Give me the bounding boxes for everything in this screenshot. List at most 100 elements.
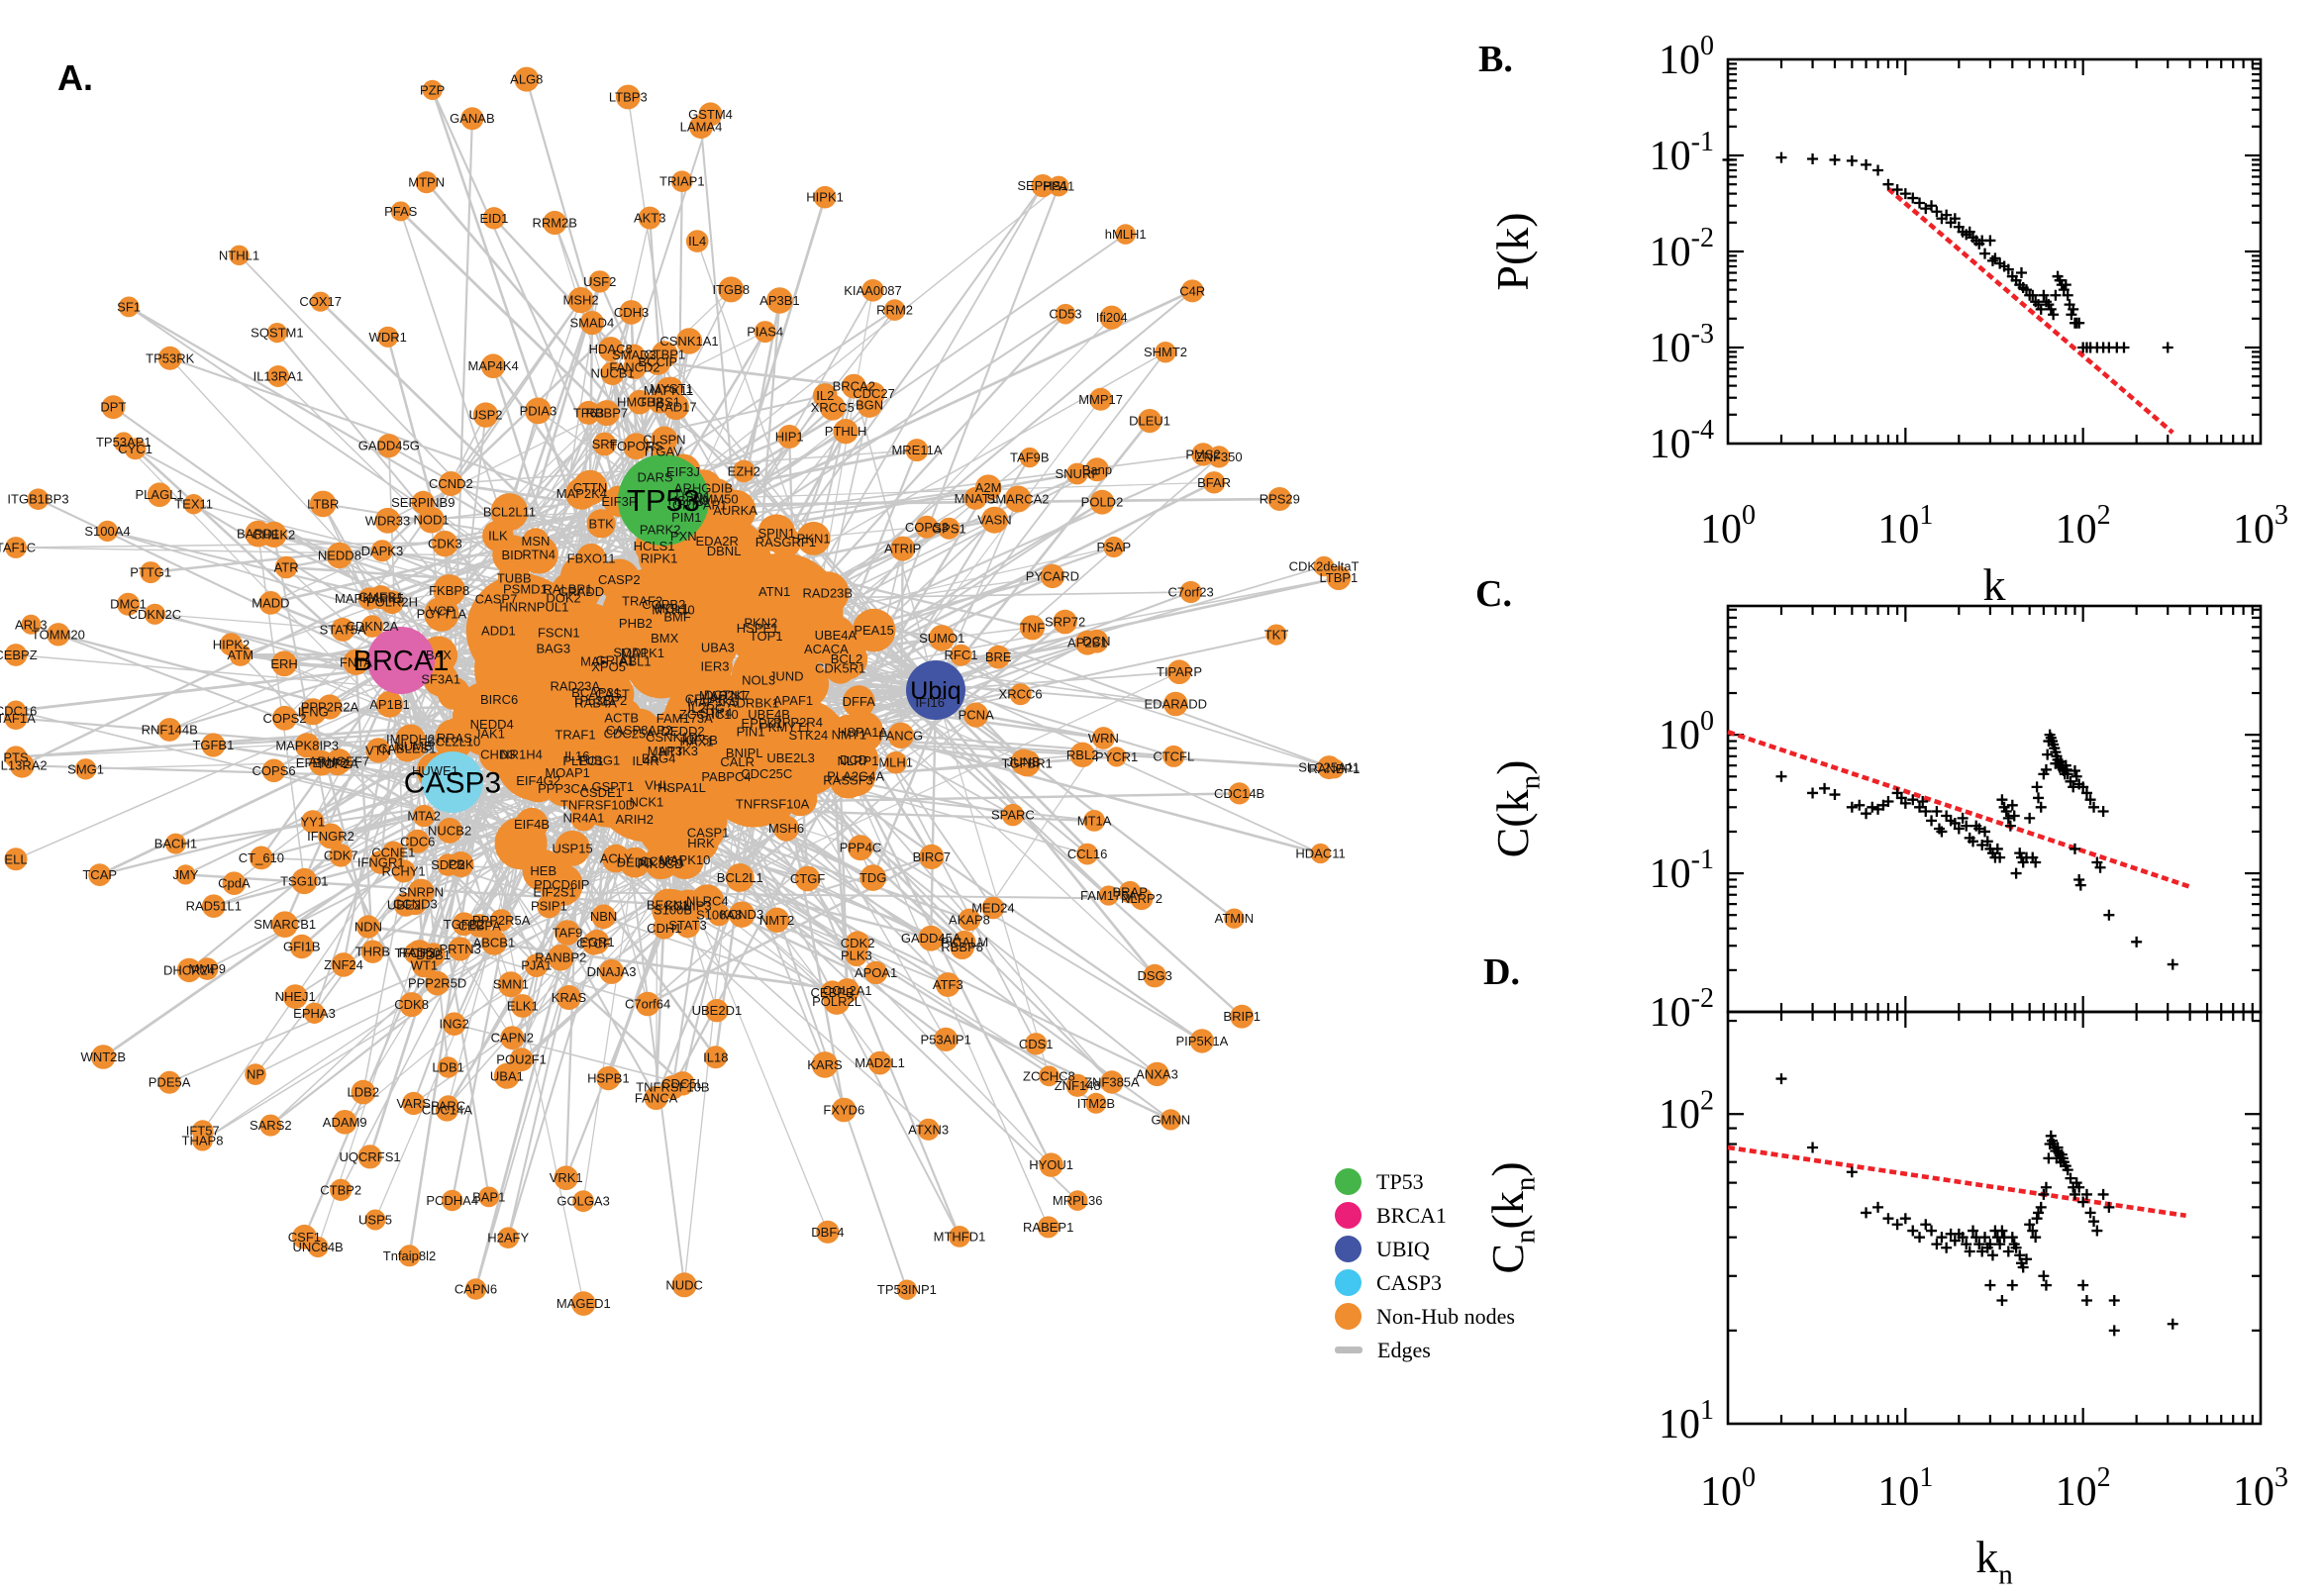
data-point-marker: [1979, 826, 1991, 838]
network-node-label: FSCN1: [538, 626, 580, 641]
data-point-marker: [1961, 820, 1972, 832]
data-point-marker: [1775, 770, 1787, 782]
network-node: [467, 914, 492, 938]
network-node-label: ZNF148: [1055, 1078, 1101, 1093]
legend-ubiq-label: UBIQ: [1376, 1236, 1430, 1261]
network-edge: [934, 420, 1152, 691]
network-node: [437, 818, 462, 844]
y-axis-tick-label: 10-2: [1650, 223, 1714, 275]
network-node: [272, 705, 297, 731]
network-node: [219, 633, 244, 656]
network-node: [460, 107, 484, 131]
network-node: [778, 658, 829, 710]
network-node: [554, 1165, 578, 1190]
data-point-marker: [2035, 303, 2047, 315]
data-point-marker: [1872, 1201, 1884, 1213]
network-node-label: CEBPA: [458, 919, 501, 934]
data-point-marker: [1861, 158, 1872, 170]
network-node: [1265, 624, 1287, 646]
network-node: [484, 617, 512, 645]
network-node-label: SEPHS1: [1017, 178, 1067, 193]
network-node-label: BAP1: [472, 1189, 505, 1204]
network-node-label: P53AIP1: [921, 1032, 971, 1047]
panel-label-a: A.: [57, 57, 93, 98]
network-node-label: SPARC: [991, 808, 1035, 823]
network-node: [402, 1091, 426, 1116]
network-node-label: PPP3CA: [538, 781, 589, 796]
network-node-label: UQCRFS1: [340, 1149, 401, 1164]
network-edge: [368, 299, 582, 600]
network-node: [828, 714, 869, 755]
y-axis-label: C(kn): [1487, 760, 1547, 858]
network-node-label: BAX: [426, 648, 452, 662]
network-node-label: THRB: [355, 945, 390, 959]
network-node-label: TIPARP: [1157, 664, 1202, 679]
network-node: [1010, 748, 1037, 775]
network-node: [591, 904, 616, 929]
network-node: [424, 596, 459, 632]
scatter-points: [1775, 1073, 2178, 1337]
network-node: [929, 625, 956, 651]
network-node: [404, 942, 427, 964]
data-point-marker: [1861, 808, 1872, 820]
data-point-marker: [2010, 1242, 2022, 1253]
network-node: [493, 1062, 520, 1089]
network-node-label: MAD2L1: [855, 1055, 905, 1070]
network-node-label: BTK: [589, 516, 615, 531]
network-node-label: Banp: [1082, 462, 1112, 477]
network-node-label: MAPK1: [621, 646, 664, 660]
network-node: [294, 733, 320, 758]
network-node: [863, 960, 888, 985]
network-node-label: STAT5A: [320, 622, 367, 637]
network-node-label: RNF144B: [142, 723, 198, 738]
network-node-label: DOK2: [546, 591, 580, 606]
network-edge: [272, 534, 332, 837]
network-node-label: CpdA: [218, 876, 251, 891]
network-node-label: PTTG1: [130, 565, 171, 580]
network-node: [5, 700, 27, 722]
network-node-label: PYCARD: [1026, 568, 1079, 583]
network-node: [592, 432, 617, 456]
network-node-label: MADD: [252, 595, 289, 610]
network-node-label: UNC84B: [292, 1240, 343, 1254]
network-node: [1004, 485, 1032, 513]
network-node-label: CALR: [720, 754, 755, 769]
hub-node-brca1: [367, 627, 435, 694]
network-node: [963, 486, 987, 510]
data-point-marker: [1976, 840, 1988, 851]
network-node-label: PPA1: [1043, 179, 1074, 194]
network-node-label: BARD1: [237, 527, 279, 542]
network-node-label: IFNG: [298, 704, 329, 719]
network-node: [813, 185, 837, 209]
network-node-label: TRAF1: [555, 727, 595, 742]
network-node: [442, 1189, 463, 1212]
data-point-marker: [1926, 815, 1938, 827]
network-node: [27, 488, 50, 510]
network-node-label: CASP2: [598, 572, 641, 587]
network-node: [619, 847, 651, 878]
network-node-label: MRPL36: [1053, 1193, 1103, 1208]
network-node-label: CDK8: [394, 997, 429, 1012]
network-node: [317, 694, 343, 720]
network-node-label: RFC1: [945, 648, 978, 662]
network-node-label: MYH10: [652, 603, 694, 618]
network-node-label: ATRIP: [884, 542, 921, 556]
network-node: [543, 210, 567, 236]
network-node-label: CYC1: [118, 442, 152, 456]
network-node-label: PZP: [420, 82, 445, 97]
network-node: [364, 1209, 386, 1231]
network-node: [1160, 1109, 1181, 1131]
data-point-marker: [1949, 213, 1961, 225]
network-node: [934, 1027, 959, 1051]
network-node-label: JAK1: [474, 727, 505, 742]
data-point-marker: [2017, 1261, 2029, 1273]
network-node: [763, 907, 790, 933]
network-node-label: PLAGL1: [136, 487, 184, 502]
network-node-label: TAF9: [553, 926, 583, 941]
network-node: [464, 1278, 487, 1300]
network-node-label: MAGED1: [556, 1296, 611, 1311]
network-node: [403, 892, 427, 916]
network-node-label: SPIN1: [758, 526, 796, 541]
network-node-label: EIF2S1: [533, 885, 575, 900]
network-node-label: IER3: [701, 658, 730, 673]
